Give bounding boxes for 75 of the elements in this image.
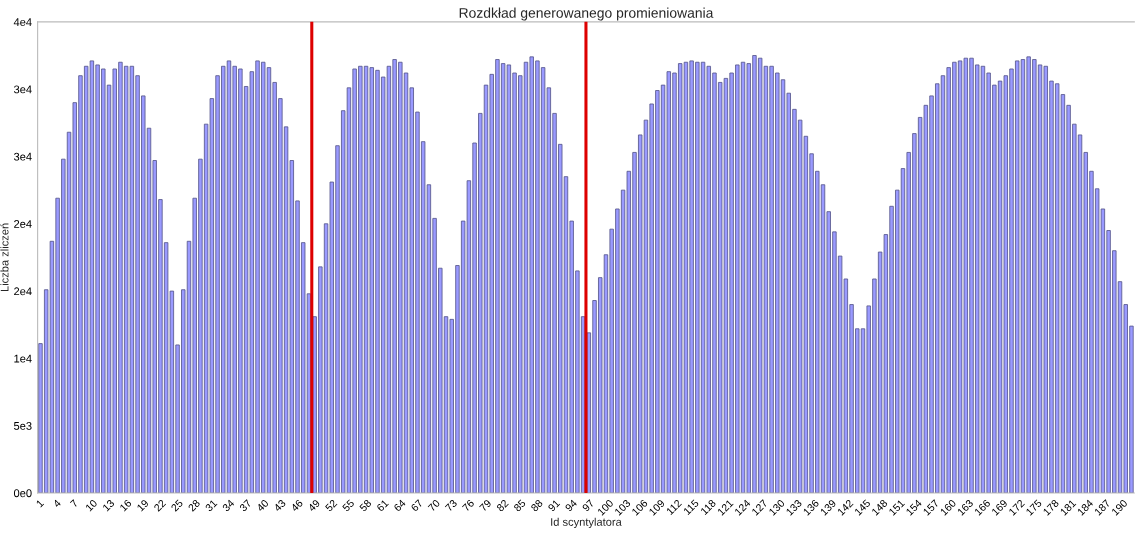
x-tick-label: 31 — [204, 499, 218, 512]
x-tick-label: 112 — [665, 499, 682, 516]
x-tick-label: 121 — [717, 499, 734, 516]
x-tick-label: 178 — [1042, 499, 1060, 516]
y-tick-label: 1e4 — [14, 354, 32, 363]
x-tick-label: 85 — [513, 499, 527, 512]
x-tick-label: 43 — [273, 499, 287, 513]
x-tick-label: 67 — [410, 499, 424, 512]
x-tick-label: 175 — [1025, 499, 1043, 516]
x-tick-label: 115 — [683, 499, 700, 516]
x-tick-label: 187 — [1094, 499, 1111, 516]
x-tick-label: 142 — [837, 499, 854, 516]
x-tick-label: 73 — [444, 499, 458, 512]
x-tick-label: 190 — [1111, 499, 1128, 516]
x-tick-label: 70 — [427, 499, 441, 512]
x-tick-label: 1 — [35, 499, 45, 508]
x-tick-label: 28 — [187, 499, 201, 512]
x-tick-label: 19 — [136, 499, 150, 512]
x-tick-label: 4 — [52, 499, 62, 508]
x-tick-label: 10 — [85, 499, 98, 512]
x-tick-label: 88 — [530, 499, 544, 512]
x-tick-label: 49 — [307, 499, 321, 513]
x-tick-label: 13 — [102, 499, 115, 512]
x-tick-label: 64 — [393, 498, 407, 512]
x-tick-label: 109 — [648, 499, 666, 516]
x-tick-label: 157 — [922, 499, 940, 516]
x-tick-label: 184 — [1076, 498, 1094, 516]
x-tick-label: 46 — [290, 499, 304, 513]
x-tick-label: 118 — [700, 499, 717, 516]
x-tick-label: 61 — [376, 499, 389, 512]
x-tick-label: 133 — [785, 499, 803, 516]
x-tick-label: 103 — [614, 499, 631, 516]
y-tick-label: 4e4 — [13, 18, 32, 26]
x-tick-label: 151 — [888, 499, 906, 516]
x-tick-label: 34 — [221, 498, 235, 512]
x-tick-label: 172 — [1008, 499, 1025, 516]
y-tick-label: 3e4 — [13, 152, 32, 161]
y-tick-label: 2e4 — [14, 287, 32, 296]
x-tick-label: 40 — [256, 499, 270, 513]
x-tick-label: 82 — [496, 499, 509, 512]
x-tick-label: 106 — [631, 499, 649, 516]
x-tick-label: 145 — [854, 499, 871, 516]
x-tick-label: 52 — [324, 499, 338, 512]
x-tick-label: 127 — [751, 499, 768, 516]
x-tick-label: 160 — [939, 499, 957, 516]
chart-title: Rozdkład generowanego promieniowania — [459, 7, 714, 21]
y-tick-label: 0e0 — [13, 489, 32, 498]
x-tick-label: 169 — [991, 499, 1008, 516]
x-tick-label: 55 — [341, 499, 355, 512]
x-tick-label: 25 — [170, 499, 184, 512]
x-tick-label: 37 — [239, 499, 252, 512]
x-tick-label: 22 — [153, 499, 167, 512]
x-tick-label: 76 — [461, 499, 475, 512]
x-tick-label: 16 — [119, 499, 132, 512]
x-tick-label: 97 — [581, 499, 595, 512]
y-tick-label: 3e4 — [13, 85, 32, 94]
x-axis-title: Id scyntylatora — [551, 517, 622, 529]
x-tick-label: 154 — [905, 499, 923, 516]
x-tick-label: 7 — [69, 499, 79, 508]
x-tick-label: 94 — [564, 498, 578, 512]
x-tick-label: 58 — [359, 499, 372, 512]
y-tick-label: 5e3 — [13, 421, 32, 430]
x-tick-label: 136 — [802, 499, 820, 516]
x-tick-label: 91 — [547, 499, 561, 512]
x-tick-label: 124 — [734, 498, 751, 516]
x-tick-label: 166 — [974, 499, 991, 516]
y-tick-label: 2e4 — [14, 220, 32, 228]
x-tick-label: 100 — [597, 499, 614, 516]
x-tick-label: 79 — [479, 499, 492, 512]
x-tick-label: 148 — [871, 499, 888, 516]
y-axis-title: Liczba zliczeń — [0, 223, 9, 292]
x-tick-label: 139 — [819, 499, 837, 516]
x-tick-label: 130 — [768, 499, 786, 516]
x-tick-label: 163 — [956, 499, 974, 516]
x-tick-label: 181 — [1059, 499, 1077, 516]
